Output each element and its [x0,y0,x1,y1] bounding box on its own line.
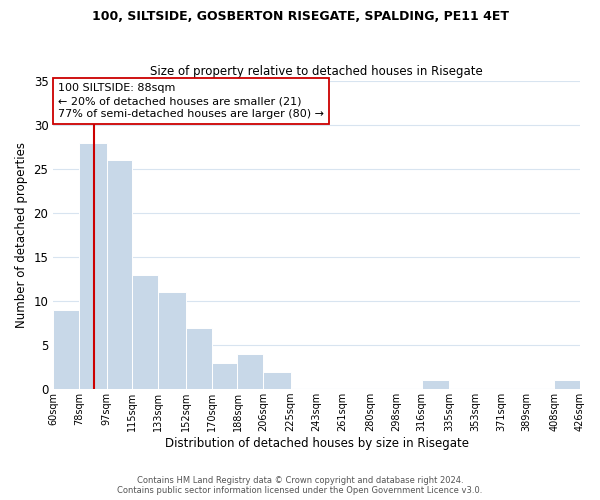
Bar [554,380,580,389]
Bar [133,274,158,389]
Bar [238,354,263,389]
Text: 100 SILTSIDE: 88sqm
← 20% of detached houses are smaller (21)
77% of semi-detach: 100 SILTSIDE: 88sqm ← 20% of detached ho… [58,83,323,119]
Bar [79,142,107,389]
Title: Size of property relative to detached houses in Risegate: Size of property relative to detached ho… [150,66,483,78]
Bar [158,292,185,389]
X-axis label: Distribution of detached houses by size in Risegate: Distribution of detached houses by size … [164,437,469,450]
Bar [107,160,133,389]
Text: 100, SILTSIDE, GOSBERTON RISEGATE, SPALDING, PE11 4ET: 100, SILTSIDE, GOSBERTON RISEGATE, SPALD… [91,10,509,23]
Bar [263,372,291,389]
Text: Contains HM Land Registry data © Crown copyright and database right 2024.
Contai: Contains HM Land Registry data © Crown c… [118,476,482,495]
Bar [212,363,238,389]
Bar [422,380,449,389]
Y-axis label: Number of detached properties: Number of detached properties [15,142,28,328]
Bar [53,310,79,389]
Bar [185,328,212,389]
